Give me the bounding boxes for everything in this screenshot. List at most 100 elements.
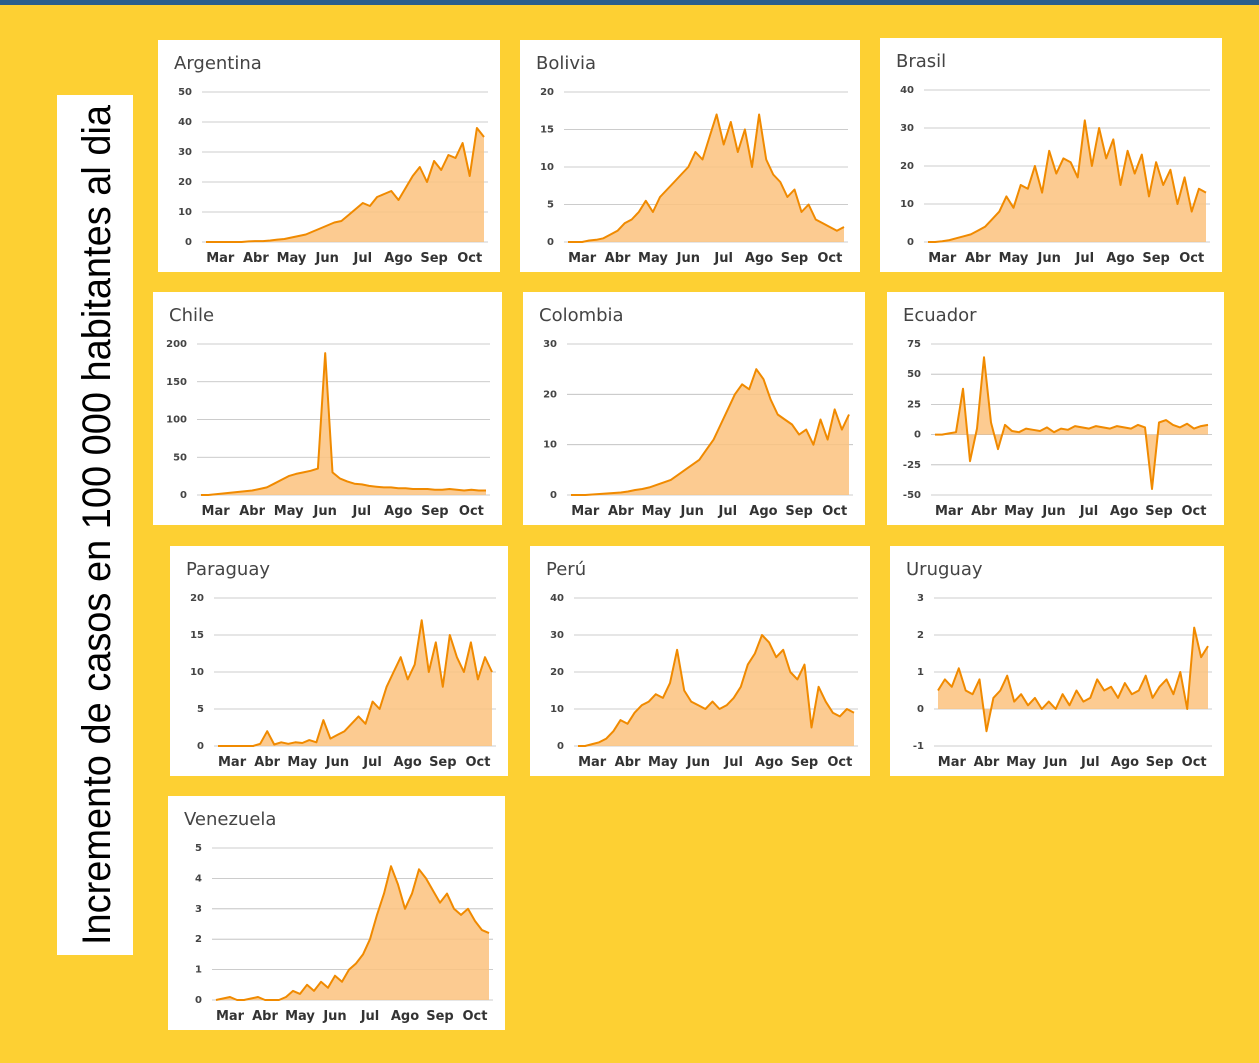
x-tick-label: Mar	[935, 504, 964, 519]
x-tick-label: Mar	[206, 251, 235, 266]
x-tick-label: Sep	[781, 251, 809, 266]
x-tick-label: Oct	[465, 755, 490, 770]
x-tick-label: Ago	[745, 251, 773, 266]
x-tick-label: Jul	[360, 1009, 380, 1024]
y-tick-label: -50	[903, 490, 921, 501]
area	[568, 114, 844, 242]
x-tick-label: Jul	[1079, 504, 1099, 519]
x-tick-label: Abr	[252, 1009, 278, 1024]
x-tick-label: Mar	[568, 251, 597, 266]
panel	[887, 292, 1224, 525]
x-tick-label: Jul	[353, 251, 373, 266]
y-tick-label: 2	[195, 934, 202, 945]
y-tick-label: 0	[550, 490, 557, 501]
line	[206, 127, 485, 243]
line	[578, 634, 855, 747]
x-tick-label: Ago	[749, 504, 777, 519]
x-tick-label: Abr	[971, 504, 997, 519]
y-tick-label: 40	[900, 85, 914, 96]
y-tick-label: 0	[195, 995, 202, 1006]
y-tick-label: 20	[190, 593, 204, 604]
x-tick-label: Jun	[1036, 251, 1060, 266]
y-tick-label: 3	[195, 904, 202, 915]
x-tick-label: Ago	[391, 1009, 419, 1024]
y-tick-label: 0	[907, 237, 914, 248]
x-tick-label: Sep	[1145, 504, 1173, 519]
x-tick-label: Jun	[679, 504, 703, 519]
x-tick-label: Mar	[218, 755, 247, 770]
area	[935, 357, 1208, 489]
y-tick-label: 50	[173, 452, 187, 463]
y-tick-label: 10	[178, 207, 192, 218]
x-tick-label: Mar	[938, 755, 967, 770]
y-tick-label: 30	[550, 630, 564, 641]
y-tick-label: 75	[907, 339, 921, 350]
x-tick-label: May	[274, 504, 304, 519]
x-tick-label: Jun	[322, 1009, 346, 1024]
x-tick-label: Ago	[755, 755, 783, 770]
x-tick-label: Abr	[965, 251, 991, 266]
x-tick-label: Jun	[313, 504, 337, 519]
x-tick-label: Jun	[325, 755, 349, 770]
x-tick-label: Oct	[827, 755, 852, 770]
x-tick-label: Ago	[384, 251, 412, 266]
x-tick-label: Jul	[723, 755, 743, 770]
line	[215, 865, 490, 1001]
line	[571, 368, 850, 496]
y-tick-label: 25	[907, 399, 921, 410]
x-tick-label: Abr	[254, 755, 280, 770]
x-tick-label: Jul	[1080, 755, 1100, 770]
area	[218, 620, 492, 746]
y-tick-label: 5	[547, 200, 554, 211]
line	[935, 356, 1209, 490]
y-tick-label: 20	[178, 177, 192, 188]
x-tick-label: Sep	[426, 1009, 454, 1024]
x-tick-label: Mar	[578, 755, 607, 770]
chart-title: Uruguay	[906, 559, 983, 580]
chart-title: Colombia	[539, 305, 624, 326]
y-tick-label: 100	[166, 415, 187, 426]
y-tick-label: 10	[550, 704, 564, 715]
x-tick-label: Oct	[817, 251, 842, 266]
area	[216, 866, 489, 1000]
y-tick-label: 0	[557, 741, 564, 752]
area	[928, 120, 1206, 242]
x-tick-label: Abr	[605, 251, 631, 266]
chart-title: Chile	[169, 305, 214, 326]
x-tick-label: Oct	[1182, 504, 1207, 519]
area	[206, 128, 484, 242]
x-tick-label: Jul	[1075, 251, 1095, 266]
chart-title: Argentina	[174, 53, 262, 74]
area	[578, 635, 854, 746]
y-tick-label: 0	[185, 237, 192, 248]
x-tick-label: Oct	[822, 504, 847, 519]
axis-label: Incremento de casos en 100 000 habitante…	[75, 104, 119, 945]
x-tick-label: Oct	[1179, 251, 1204, 266]
y-tick-label: 30	[543, 339, 557, 350]
x-tick-label: Mar	[571, 504, 600, 519]
x-tick-label: Jun	[676, 251, 700, 266]
y-tick-label: 0	[547, 237, 554, 248]
chart-title: Brasil	[896, 51, 946, 72]
x-tick-label: Oct	[457, 251, 482, 266]
y-tick-label: 5	[195, 843, 202, 854]
chart-title: Ecuador	[903, 305, 977, 326]
x-tick-label: Abr	[974, 755, 1000, 770]
x-tick-label: May	[287, 755, 317, 770]
x-tick-label: Jun	[686, 755, 710, 770]
y-tick-label: 2	[917, 630, 924, 641]
y-tick-label: 0	[917, 704, 924, 715]
y-tick-label: 40	[178, 117, 192, 128]
y-tick-label: 30	[900, 123, 914, 134]
x-tick-label: May	[285, 1009, 315, 1024]
x-tick-label: Sep	[429, 755, 457, 770]
area	[571, 369, 849, 495]
y-tick-label: 10	[900, 199, 914, 210]
x-tick-label: Jun	[1041, 504, 1065, 519]
x-tick-label: Abr	[608, 504, 634, 519]
line	[218, 619, 493, 747]
x-tick-label: Oct	[463, 1009, 488, 1024]
y-tick-label: 3	[917, 593, 924, 604]
line	[937, 626, 1209, 733]
